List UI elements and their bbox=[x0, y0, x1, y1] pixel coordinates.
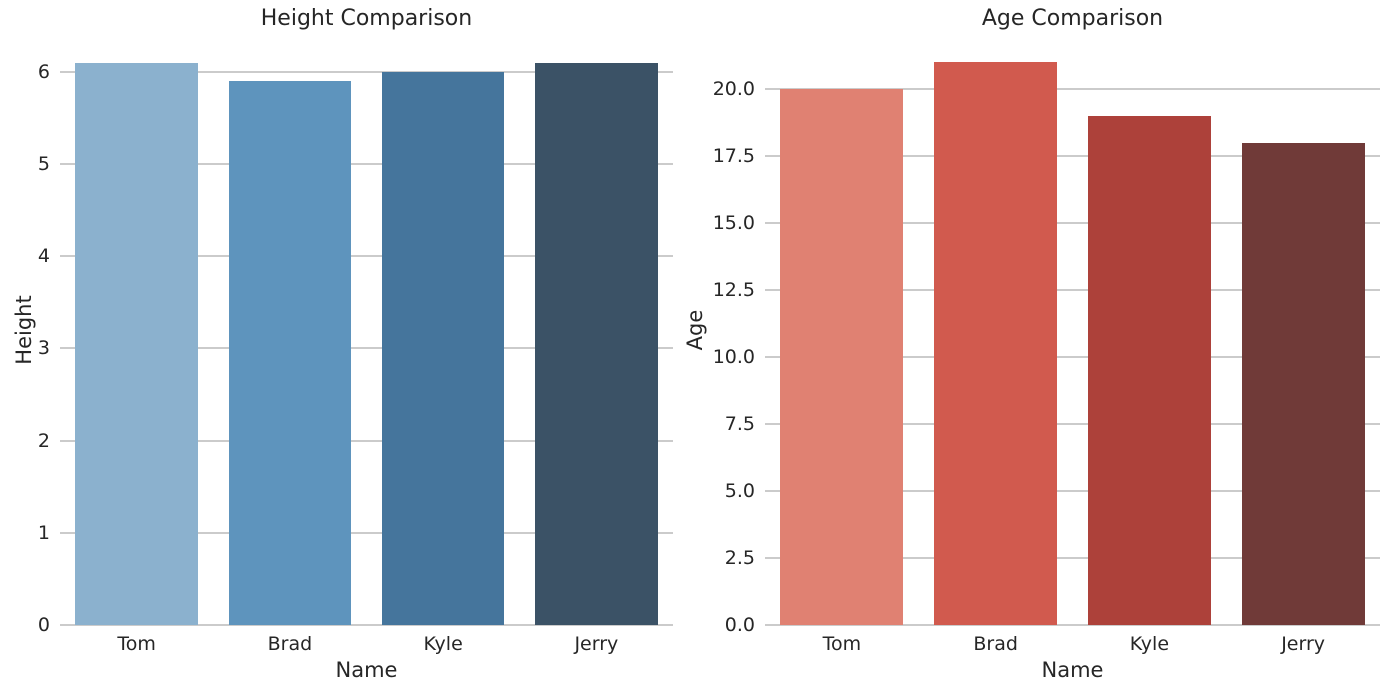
x-axis-label: Name bbox=[1041, 658, 1104, 682]
gridline bbox=[60, 531, 673, 534]
gridline bbox=[765, 556, 1380, 559]
y-tick-label: 6 bbox=[37, 60, 50, 83]
x-tick-label: Tom bbox=[117, 633, 156, 655]
gridline bbox=[765, 221, 1380, 224]
bar-brad bbox=[228, 81, 352, 625]
y-tick-label: 2.5 bbox=[724, 546, 755, 569]
gridline bbox=[765, 355, 1380, 358]
y-tick-label: 12.5 bbox=[712, 278, 755, 301]
y-axis-label: Age bbox=[683, 309, 707, 350]
x-axis-label: Name bbox=[335, 658, 398, 682]
x-tick-label: Tom bbox=[822, 633, 862, 655]
y-tick-label: 2 bbox=[37, 429, 50, 452]
x-tick-label: Kyle bbox=[1129, 633, 1170, 655]
y-tick-label: 5 bbox=[37, 153, 50, 175]
bar-kyle bbox=[1087, 115, 1211, 625]
gridline bbox=[60, 70, 673, 73]
bar-tom bbox=[75, 62, 198, 625]
bar-kyle bbox=[381, 71, 505, 625]
chart-title: Age Comparison bbox=[981, 6, 1164, 31]
x-tick-label: Jerry bbox=[1281, 633, 1326, 655]
y-tick-label: 20.0 bbox=[712, 77, 755, 100]
bar-brad bbox=[934, 62, 1058, 625]
gridline bbox=[60, 624, 673, 626]
gridline bbox=[60, 255, 673, 258]
x-tick-label: Brad bbox=[267, 633, 313, 655]
gridline bbox=[60, 347, 673, 350]
gridline bbox=[765, 154, 1380, 157]
y-tick-label: 0.0 bbox=[724, 614, 755, 636]
gridline bbox=[765, 489, 1380, 492]
y-tick-label: 1 bbox=[37, 521, 50, 544]
plot-area bbox=[765, 34, 1380, 626]
y-tick-label: 0 bbox=[37, 614, 50, 636]
x-tick-label: Jerry bbox=[574, 633, 619, 655]
plot-area bbox=[60, 34, 673, 626]
bar-tom bbox=[780, 88, 904, 625]
gridline bbox=[765, 288, 1380, 291]
y-tick-label: 15.0 bbox=[712, 211, 755, 234]
bar-jerry bbox=[535, 62, 658, 625]
gridline bbox=[765, 624, 1380, 626]
x-tick-label: Brad bbox=[973, 633, 1018, 655]
y-tick-label: 17.5 bbox=[712, 144, 755, 167]
chart-title: Height Comparison bbox=[260, 6, 473, 31]
bar-jerry bbox=[1241, 142, 1365, 625]
y-tick-label: 4 bbox=[37, 245, 50, 268]
x-tick-label: Kyle bbox=[423, 633, 463, 655]
y-tick-label: 10.0 bbox=[712, 345, 755, 368]
gridline bbox=[60, 439, 673, 442]
gridline bbox=[60, 163, 673, 165]
gridline bbox=[765, 87, 1380, 90]
y-tick-label: 5.0 bbox=[724, 479, 755, 502]
y-tick-label: 3 bbox=[37, 337, 50, 360]
y-tick-label: 7.5 bbox=[724, 412, 755, 435]
gridline bbox=[765, 422, 1380, 425]
